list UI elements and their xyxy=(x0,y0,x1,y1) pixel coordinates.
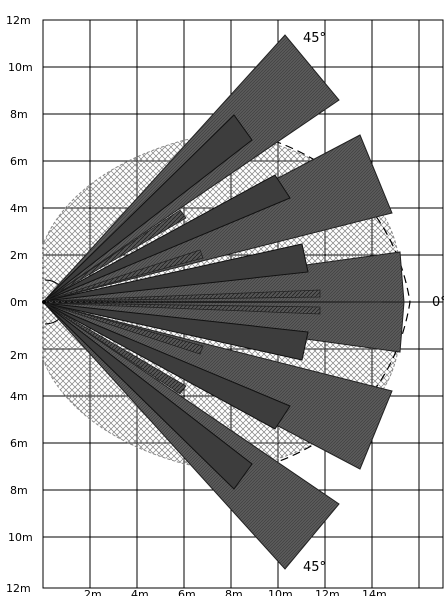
y-label-2-top: 2m xyxy=(10,249,28,262)
y-label-4-top: 4m xyxy=(10,202,28,215)
y-label-12-top: 12m xyxy=(6,14,31,27)
y-label-4-bottom: 4m xyxy=(10,390,28,403)
x-label-12: 12m xyxy=(315,588,340,596)
beams-mid xyxy=(43,114,309,490)
beam-mid-3 xyxy=(43,243,309,302)
beam-short-1 xyxy=(43,209,187,302)
y-label-10-bottom: 10m xyxy=(8,531,33,544)
beam-short-4 xyxy=(43,302,321,315)
sensor-origin-icon xyxy=(42,300,46,304)
x-label-10: 10m xyxy=(268,588,293,596)
x-label-4: 4m xyxy=(131,588,149,596)
near-arc xyxy=(44,279,68,325)
y-label-12-bottom: 12m xyxy=(6,582,31,595)
y-axis-labels: 12m 10m 8m 6m 4m 2m 0m 2m 4m 6m 8m 10m 1… xyxy=(6,14,33,595)
beam-mid-5 xyxy=(43,302,291,430)
beam-short-2 xyxy=(43,249,204,302)
angle-label-right: 0° xyxy=(432,295,444,310)
x-axis-labels: 2m 4m 6m 8m 10m 12m 14m xyxy=(84,588,387,596)
x-label-2: 2m xyxy=(84,588,102,596)
beams-short xyxy=(43,209,321,395)
beam-mid-6 xyxy=(43,302,253,490)
y-label-6-top: 6m xyxy=(10,155,28,168)
y-label-8-top: 8m xyxy=(10,108,28,121)
y-label-2-bottom: 2m xyxy=(10,349,28,362)
beam-short-6 xyxy=(43,302,187,395)
x-label-6: 6m xyxy=(178,588,196,596)
y-label-8-bottom: 8m xyxy=(10,484,28,497)
beam-short-3 xyxy=(43,289,321,302)
x-label-14: 14m xyxy=(362,588,387,596)
angle-label-top: 45° xyxy=(303,31,326,46)
angle-label-bottom: 45° xyxy=(303,560,326,575)
x-label-8: 8m xyxy=(225,588,243,596)
y-label-0: 0m xyxy=(10,296,28,309)
beam-short-5 xyxy=(43,302,204,355)
y-label-6-bottom: 6m xyxy=(10,437,28,450)
beam-mid-4 xyxy=(43,302,309,361)
beam-mid-1 xyxy=(43,114,253,302)
y-label-10-top: 10m xyxy=(8,61,33,74)
beam-mid-2 xyxy=(43,174,291,302)
